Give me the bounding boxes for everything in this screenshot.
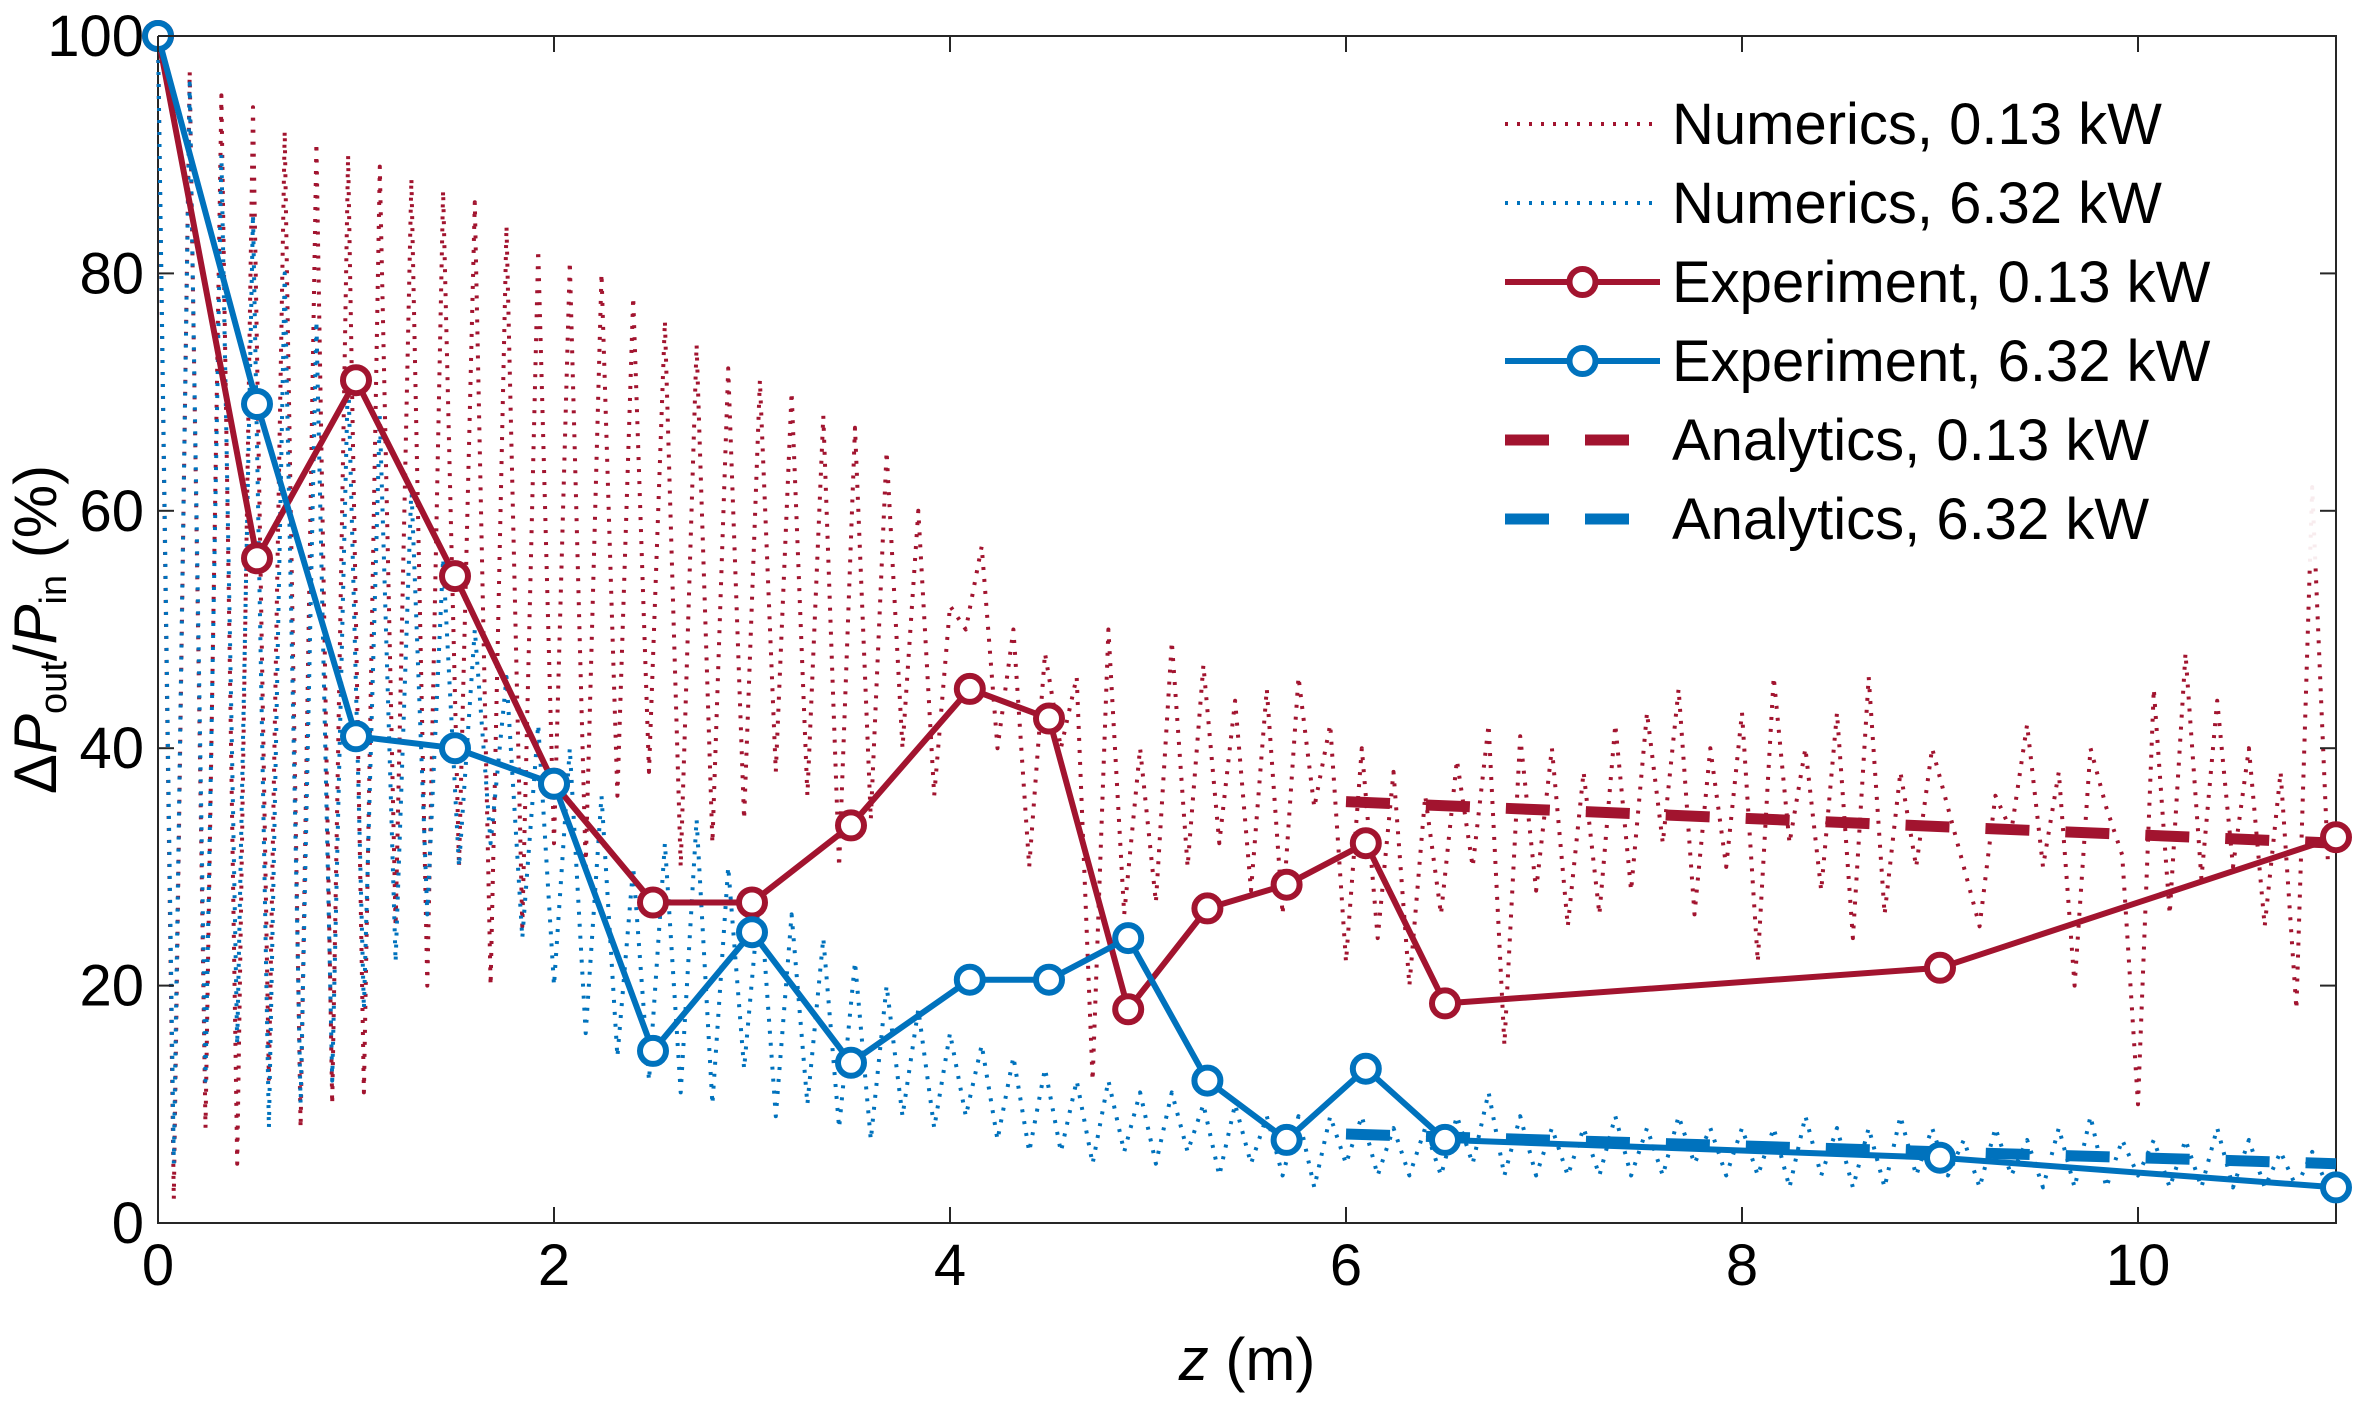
legend-item: Experiment, 6.32 kW bbox=[1505, 329, 2211, 394]
legend-item: Numerics, 0.13 kW bbox=[1505, 92, 2162, 157]
data-point bbox=[736, 886, 768, 919]
data-point bbox=[1429, 1123, 1461, 1156]
x-tick-label: 2 bbox=[538, 1233, 570, 1298]
legend-label: Numerics, 6.32 kW bbox=[1672, 171, 2162, 236]
data-point bbox=[1349, 1052, 1382, 1085]
series-line-1 bbox=[156, 35, 2330, 1190]
x-axis-var: z bbox=[1178, 1326, 1209, 1393]
data-point bbox=[2320, 1171, 2352, 1204]
x-axis-title: z (m) bbox=[1178, 1326, 1316, 1393]
series-0 bbox=[156, 35, 2331, 1202]
legend-item: Numerics, 6.32 kW bbox=[1505, 171, 2162, 236]
series-2 bbox=[142, 20, 2352, 1026]
data-point bbox=[1033, 702, 1065, 735]
data-point bbox=[835, 1046, 867, 1079]
series-line-4 bbox=[1345, 796, 2337, 849]
series-layer bbox=[142, 20, 2352, 1204]
y-tick-label: 60 bbox=[79, 479, 144, 544]
legend-item: Analytics, 6.32 kW bbox=[1505, 487, 2149, 552]
y-axis-delta: Δ bbox=[2, 754, 69, 794]
data-point bbox=[953, 963, 986, 996]
data-point bbox=[340, 720, 372, 753]
legend: Numerics, 0.13 kW Numerics, 6.32 kW Experi… bbox=[1448, 54, 2318, 564]
data-point bbox=[1270, 1123, 1303, 1156]
data-point bbox=[241, 542, 273, 575]
data-point bbox=[1112, 922, 1145, 955]
x-axis-unit: (m) bbox=[1209, 1326, 1316, 1393]
y-axis-sub-in: in bbox=[33, 575, 75, 605]
legend-marker bbox=[1566, 345, 1599, 377]
y-axis-p-in: P bbox=[2, 604, 69, 644]
legend-label: Analytics, 6.32 kW bbox=[1672, 487, 2149, 552]
y-axis-p-out: P bbox=[2, 714, 69, 754]
axes-box bbox=[157, 35, 2337, 1224]
series-line-0 bbox=[156, 35, 2331, 1202]
data-point bbox=[241, 388, 273, 420]
data-point bbox=[835, 809, 867, 842]
y-axis-unit: (%) bbox=[2, 465, 69, 575]
data-point bbox=[1033, 963, 1065, 996]
legend-item: Experiment, 0.13 kW bbox=[1505, 250, 2211, 315]
legend-label: Analytics, 0.13 kW bbox=[1672, 408, 2149, 473]
data-point bbox=[2320, 821, 2352, 854]
legend-label: Numerics, 0.13 kW bbox=[1672, 92, 2162, 157]
y-axis-slash: / bbox=[2, 644, 69, 661]
y-tick-label: 20 bbox=[79, 954, 144, 1019]
data-point bbox=[1270, 868, 1303, 901]
data-point bbox=[1191, 1064, 1224, 1097]
y-axis-title: ΔPout/Pin (%) bbox=[2, 465, 75, 794]
data-point bbox=[1924, 1141, 1956, 1174]
legend-marker bbox=[1566, 266, 1599, 298]
x-tick-label: 0 bbox=[142, 1233, 174, 1298]
series-line-5 bbox=[1345, 1128, 2337, 1170]
data-point bbox=[1924, 951, 1956, 984]
y-tick-label: 0 bbox=[112, 1191, 144, 1256]
series-4 bbox=[1345, 796, 2337, 849]
data-point bbox=[439, 732, 471, 765]
data-point bbox=[1112, 993, 1145, 1026]
data-point bbox=[1349, 827, 1382, 860]
y-axis-sub-out: out bbox=[33, 661, 75, 714]
data-point bbox=[736, 916, 768, 949]
x-tick-label: 6 bbox=[1330, 1233, 1362, 1298]
series-5 bbox=[1345, 1128, 2337, 1170]
data-point bbox=[1191, 892, 1224, 925]
x-tick-label: 10 bbox=[2106, 1233, 2171, 1298]
data-point bbox=[439, 560, 471, 593]
data-point bbox=[637, 1034, 669, 1067]
legend-label: Experiment, 6.32 kW bbox=[1672, 329, 2211, 394]
data-point bbox=[340, 364, 372, 397]
data-point bbox=[953, 672, 986, 705]
legend-label: Experiment, 0.13 kW bbox=[1672, 250, 2211, 315]
y-tick-label: 100 bbox=[47, 4, 144, 69]
data-point bbox=[637, 886, 669, 919]
legend-box bbox=[1448, 54, 2318, 564]
y-tick-label: 80 bbox=[79, 241, 144, 306]
x-tick-label: 4 bbox=[934, 1233, 966, 1298]
x-tick-label: 8 bbox=[1726, 1233, 1758, 1298]
series-1 bbox=[156, 35, 2330, 1190]
legend-item: Analytics, 0.13 kW bbox=[1505, 408, 2149, 473]
y-tick-label: 40 bbox=[79, 716, 144, 781]
data-point bbox=[538, 767, 570, 800]
data-point bbox=[1429, 987, 1461, 1020]
